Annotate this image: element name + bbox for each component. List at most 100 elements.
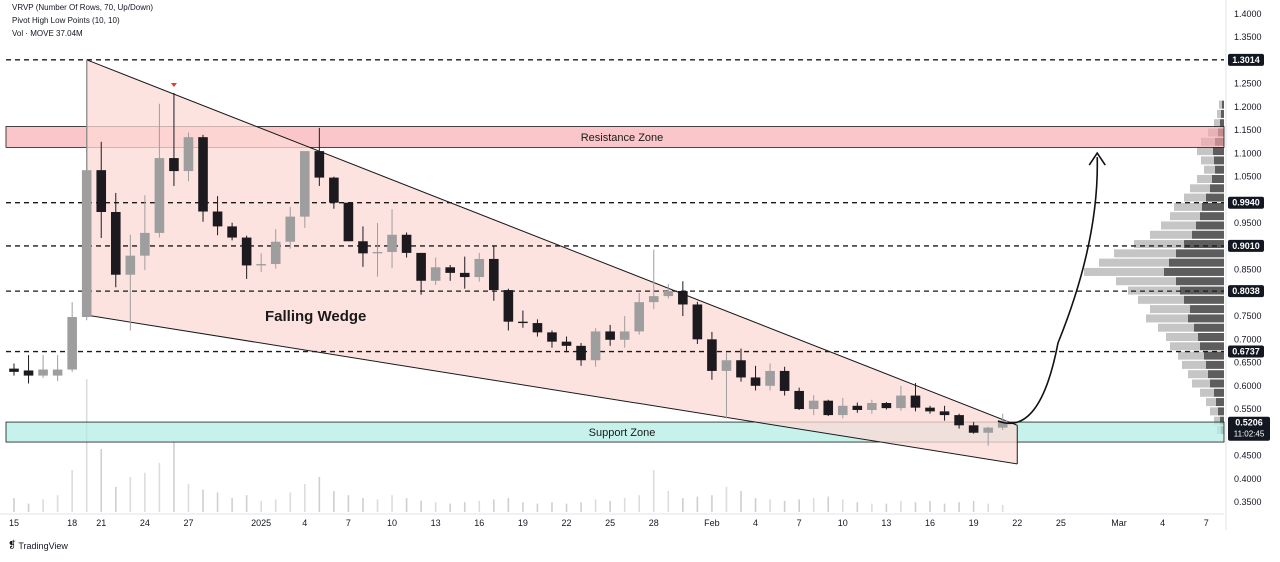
candle[interactable] <box>110 192 121 288</box>
candle[interactable] <box>387 209 397 269</box>
candle[interactable] <box>910 383 921 412</box>
candle[interactable] <box>707 331 717 380</box>
candle-body <box>241 237 252 266</box>
volume-bar <box>158 463 161 512</box>
candle[interactable] <box>401 232 412 258</box>
tradingview-brand[interactable]: ❡ TradingView <box>8 540 68 551</box>
candle[interactable] <box>416 252 426 295</box>
volume-bar <box>667 491 670 512</box>
candle[interactable] <box>81 60 92 321</box>
candle[interactable] <box>227 222 237 241</box>
candle[interactable] <box>852 402 863 413</box>
candle[interactable] <box>67 302 77 372</box>
marked-level-label: 1.3014 <box>1232 55 1260 65</box>
candle-body <box>939 411 950 416</box>
candle[interactable] <box>794 387 804 410</box>
volume-bar <box>623 498 626 512</box>
candle[interactable] <box>445 264 455 281</box>
volume-bars <box>13 379 1004 512</box>
candle[interactable] <box>765 363 775 391</box>
candle[interactable] <box>954 413 964 429</box>
candle[interactable] <box>154 103 165 238</box>
time-tick-label: 16 <box>474 518 484 528</box>
candle-body <box>212 211 223 227</box>
price-axis[interactable]: 1.4000 1.3500 1.2500 1.2000 1.1500 1.1000 1.05… <box>1225 0 1270 530</box>
candle[interactable] <box>867 399 877 414</box>
candle[interactable] <box>212 196 223 236</box>
candle[interactable] <box>140 195 150 271</box>
candle[interactable] <box>430 257 441 285</box>
candle[interactable] <box>692 301 703 344</box>
candle[interactable] <box>23 355 34 384</box>
candle[interactable] <box>343 202 354 242</box>
candle[interactable] <box>198 134 208 222</box>
candle[interactable] <box>779 366 790 396</box>
candle[interactable] <box>750 365 761 391</box>
vp-row-down <box>1220 416 1224 425</box>
candle[interactable] <box>9 363 19 376</box>
candle[interactable] <box>837 397 848 419</box>
candle[interactable] <box>721 352 732 419</box>
candle[interactable] <box>663 284 674 299</box>
candle[interactable] <box>300 151 310 228</box>
candle[interactable] <box>358 226 368 267</box>
vp-row-down <box>1190 305 1224 314</box>
candle-body <box>736 360 746 378</box>
candle[interactable] <box>372 223 383 277</box>
candle[interactable] <box>96 141 107 239</box>
indicator-volume[interactable]: Vol · MOVE 37.04M <box>12 29 83 38</box>
candle[interactable] <box>678 281 688 317</box>
candle[interactable] <box>939 405 950 421</box>
time-tick-label: 7 <box>1204 518 1209 528</box>
candle[interactable] <box>329 176 339 209</box>
candle[interactable] <box>648 249 659 310</box>
candle[interactable] <box>474 252 485 282</box>
candle[interactable] <box>561 336 572 353</box>
candle[interactable] <box>881 402 892 410</box>
candle[interactable] <box>736 348 746 382</box>
volume-bar <box>551 502 553 512</box>
vp-row-up <box>1150 230 1192 239</box>
volume-bar <box>638 495 641 512</box>
candle[interactable] <box>968 422 979 434</box>
candle[interactable] <box>52 355 63 382</box>
candle[interactable] <box>489 245 499 301</box>
vp-row-down <box>1218 407 1224 416</box>
indicator-pivot[interactable]: Pivot High Low Points (10, 10) <box>12 16 120 25</box>
candle[interactable] <box>256 253 266 272</box>
indicator-vrvp[interactable]: VRVP (Number Of Rows, 70, Up/Down) <box>12 3 154 12</box>
candle[interactable] <box>983 426 993 446</box>
candle[interactable] <box>38 355 48 378</box>
candle-body <box>532 323 543 333</box>
candle[interactable] <box>532 319 543 337</box>
candlesticks[interactable] <box>9 60 1008 446</box>
time-tick-label: 24 <box>140 518 150 528</box>
candle-body <box>794 390 804 410</box>
candle[interactable] <box>634 292 645 335</box>
candle[interactable] <box>619 316 630 348</box>
candle[interactable] <box>183 132 194 182</box>
vp-row-up <box>1192 379 1210 388</box>
candle[interactable] <box>503 288 514 331</box>
candle[interactable] <box>518 310 528 328</box>
vp-row-down <box>1200 342 1224 351</box>
candle[interactable] <box>590 328 601 367</box>
candle[interactable] <box>808 395 819 416</box>
candle[interactable] <box>547 330 557 348</box>
candle[interactable] <box>459 256 470 289</box>
candle[interactable] <box>576 343 586 366</box>
time-axis[interactable]: 15 18 21 24 27 2025 4 7 10 13 16 19 22 25 28 Feb 4 7 10 13 1… <box>0 513 1224 528</box>
candle[interactable] <box>925 405 935 414</box>
candle[interactable] <box>605 324 615 346</box>
candle[interactable] <box>241 235 252 279</box>
candle[interactable] <box>314 127 325 186</box>
candle[interactable] <box>169 93 179 186</box>
time-tick-label: 21 <box>96 518 106 528</box>
candle[interactable] <box>125 234 136 331</box>
candle[interactable] <box>823 399 834 417</box>
candle[interactable] <box>270 229 281 269</box>
candle[interactable] <box>896 385 906 411</box>
candle[interactable] <box>285 206 296 249</box>
